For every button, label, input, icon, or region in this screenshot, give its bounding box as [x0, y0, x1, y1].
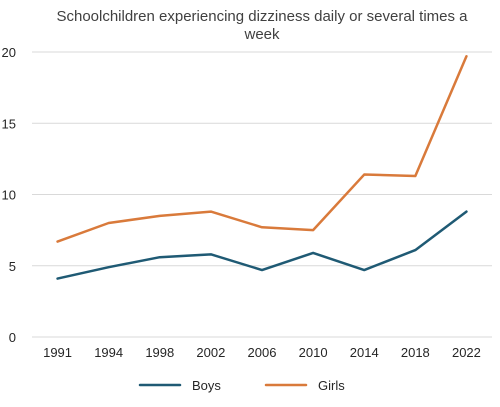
series-lines: [56, 55, 468, 280]
legend: Boys Girls: [138, 378, 345, 393]
x-axis-tick-labels: 1991 1994 1998 2002 2006 2010 2014 2018 2022: [43, 345, 481, 360]
x-tick-label: 2022: [452, 345, 481, 360]
y-tick-label: 20: [2, 45, 16, 60]
y-axis-tick-labels: 0 5 10 15 20: [2, 45, 16, 345]
legend-label-girls: Girls: [318, 378, 345, 393]
y-tick-label: 5: [9, 259, 16, 274]
gridlines: [32, 51, 492, 338]
x-tick-label: 2018: [401, 345, 430, 360]
x-tick-label: 1991: [43, 345, 72, 360]
y-tick-label: 10: [2, 188, 16, 203]
chart-title-line-2: week: [243, 26, 280, 43]
x-tick-label: 2014: [350, 345, 379, 360]
x-tick-label: 2006: [248, 345, 277, 360]
y-tick-label: 15: [2, 116, 16, 131]
x-tick-label: 2010: [299, 345, 328, 360]
chart-title-line-1: Schoolchildren experiencing dizziness da…: [56, 8, 468, 25]
x-tick-label: 1998: [145, 345, 174, 360]
y-tick-label: 0: [9, 330, 16, 345]
chart-title: Schoolchildren experiencing dizziness da…: [56, 8, 468, 43]
x-tick-label: 2002: [196, 345, 225, 360]
legend-label-boys: Boys: [192, 378, 221, 393]
x-tick-label: 1994: [94, 345, 123, 360]
series-line-girls: [56, 55, 468, 243]
